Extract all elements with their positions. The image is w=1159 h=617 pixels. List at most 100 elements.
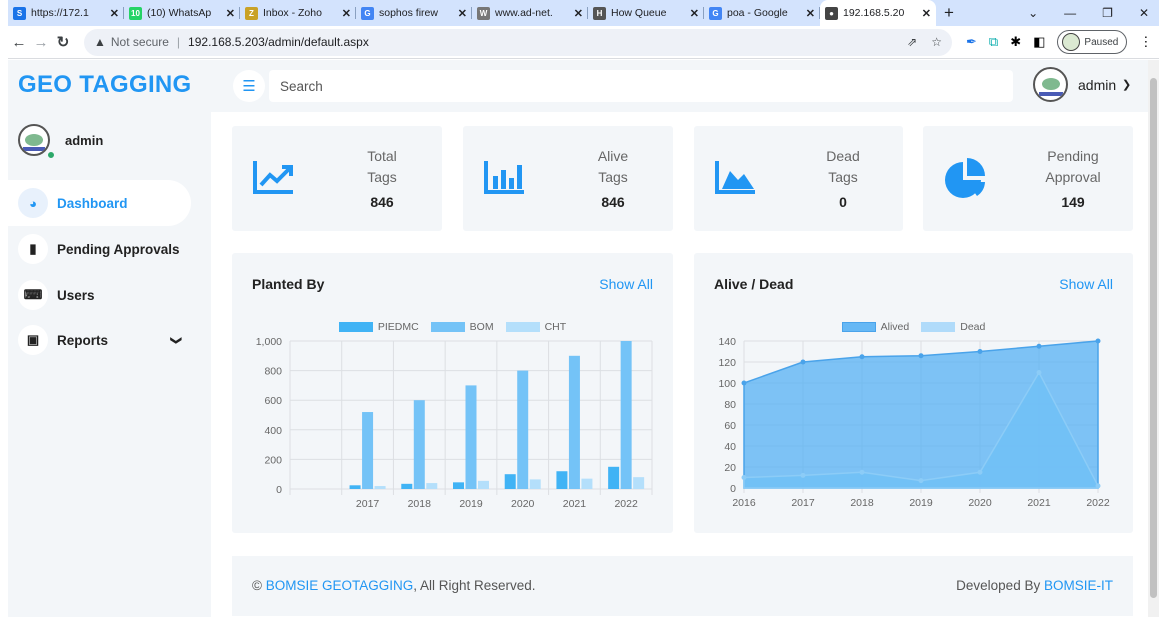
legend-item[interactable]: CHT [505, 321, 566, 333]
close-window-icon[interactable]: ✕ [1138, 6, 1149, 20]
point-dead[interactable] [800, 472, 806, 478]
bar-cht[interactable] [478, 480, 489, 489]
restore-icon[interactable]: ❐ [1102, 6, 1113, 20]
tab-close-icon[interactable]: ✕ [341, 7, 351, 20]
bar-cht[interactable] [374, 486, 386, 489]
bar-bom[interactable] [362, 412, 374, 489]
bar-piedmc[interactable] [608, 466, 620, 489]
show-all-link[interactable]: Show All [599, 276, 653, 292]
point-alived[interactable] [1095, 338, 1101, 344]
new-tab-icon[interactable]: + [944, 3, 954, 22]
tab-close-icon[interactable]: ✕ [109, 7, 119, 20]
tab-close-icon[interactable]: ✕ [225, 7, 235, 20]
point-dead[interactable] [918, 478, 924, 484]
show-all-link[interactable]: Show All [1059, 276, 1113, 292]
page-scrollbar[interactable] [1148, 60, 1159, 617]
tab-close-icon[interactable]: ✕ [921, 7, 931, 20]
tab-search-icon[interactable]: ⌄ [1028, 6, 1039, 20]
browser-tab[interactable]: ● 192.168.5.20 ✕ [820, 0, 936, 26]
bar-piedmc[interactable] [556, 471, 568, 489]
scrollbar-thumb[interactable] [1150, 78, 1157, 598]
sidebar-item-reports[interactable]: ▣ Reports ❯ [8, 317, 191, 363]
legend-item[interactable]: PIEDMC [338, 321, 419, 333]
footer-copyright: © BOMSIE GEOTAGGING, All Right Reserved. [252, 578, 536, 593]
menu-toggle-icon[interactable]: ☰ [233, 70, 265, 102]
bar-bom[interactable] [517, 370, 529, 489]
reload-icon[interactable]: ↻ [56, 34, 70, 51]
tab-close-icon[interactable]: ✕ [689, 7, 699, 20]
share-icon[interactable]: ⇗ [907, 35, 918, 49]
point-alived[interactable] [918, 353, 924, 359]
point-alived[interactable] [977, 349, 983, 354]
browser-tab[interactable]: H How Queue ✕ [588, 0, 704, 26]
chart-legend: PIEDMC BOM CHT [232, 321, 673, 333]
side-panel-icon[interactable]: ◧ [1033, 34, 1046, 49]
legend-item[interactable]: Dead [921, 321, 985, 333]
bar-bom[interactable] [620, 341, 632, 489]
bar-cht[interactable] [581, 478, 593, 489]
brand-logo[interactable]: GEO TAGGING [18, 71, 192, 98]
profile-paused-button[interactable]: Paused [1057, 30, 1128, 54]
point-alived[interactable] [741, 380, 747, 386]
sidebar-item-users[interactable]: ⌨ Users [8, 272, 191, 318]
extensions-puzzle-icon[interactable]: ✱ [1010, 34, 1022, 49]
bar-cht[interactable] [426, 483, 438, 489]
bar-piedmc[interactable] [349, 485, 361, 489]
sidebar-item-pending-approvals[interactable]: ▮ Pending Approvals [8, 226, 191, 272]
url-text[interactable]: 192.168.5.203/admin/default.aspx [188, 35, 369, 49]
footer: © BOMSIE GEOTAGGING, All Right Reserved.… [232, 556, 1133, 616]
omnibox[interactable]: ▲ Not secure | 192.168.5.203/admin/defau… [84, 28, 952, 56]
legend-item[interactable]: Alived [841, 321, 909, 333]
browser-tab[interactable]: Z Inbox - Zoho ✕ [240, 0, 356, 26]
point-alived[interactable] [1036, 343, 1042, 349]
top-avatar[interactable] [1033, 67, 1068, 102]
y-tick-label: 400 [264, 425, 282, 437]
warning-icon: ▲ [94, 35, 106, 49]
point-alived[interactable] [800, 359, 806, 365]
tab-close-icon[interactable]: ✕ [457, 7, 467, 20]
x-tick-label: 2022 [614, 498, 638, 510]
back-icon[interactable]: ← [11, 33, 27, 51]
point-alived[interactable] [859, 354, 865, 360]
point-dead[interactable] [741, 475, 747, 480]
extension-tab-icon[interactable]: ⧉ [988, 34, 999, 49]
browser-menu-icon[interactable]: ⋮ [1139, 34, 1153, 49]
bookmark-star-icon[interactable]: ☆ [931, 35, 942, 49]
bar-chart-icon: ▮ [18, 234, 48, 264]
bar-piedmc[interactable] [401, 483, 413, 489]
stat-label: Dead Tags [813, 146, 873, 188]
extension-pen-icon[interactable]: ✒ [966, 34, 977, 49]
point-dead[interactable] [859, 469, 865, 475]
chevron-down-icon[interactable]: ❯ [169, 335, 182, 345]
tab-close-icon[interactable]: ✕ [573, 7, 583, 20]
bar-piedmc[interactable] [504, 474, 516, 489]
legend-item[interactable]: BOM [430, 321, 494, 333]
bar-piedmc[interactable] [453, 482, 464, 489]
bar-bom[interactable] [465, 385, 477, 489]
legend-swatch [841, 322, 876, 332]
bar-cht[interactable] [633, 477, 645, 489]
minimize-icon[interactable]: — [1064, 6, 1077, 20]
sidebar-item-dashboard[interactable]: ◕ Dashboard [8, 180, 191, 226]
company-link[interactable]: BOMSIE GEOTAGGING [265, 578, 414, 593]
bar-bom[interactable] [568, 355, 580, 489]
stat-value: 0 [839, 194, 847, 210]
forward-icon[interactable]: → [33, 33, 49, 51]
browser-tab[interactable]: 10 (10) WhatsAp ✕ [124, 0, 240, 26]
bar-bom[interactable] [413, 400, 425, 489]
search-input[interactable] [269, 70, 1013, 102]
point-dead[interactable] [977, 469, 983, 475]
chevron-down-icon[interactable]: ❯ [1122, 79, 1132, 91]
legend-swatch [921, 322, 956, 332]
tab-close-icon[interactable]: ✕ [805, 7, 815, 20]
top-username[interactable]: admin [1078, 77, 1117, 93]
y-tick-label: 100 [718, 378, 736, 390]
developer-link[interactable]: BOMSIE-IT [1043, 578, 1113, 593]
bar-cht[interactable] [529, 479, 541, 489]
point-dead[interactable] [1095, 483, 1101, 489]
point-dead[interactable] [1036, 370, 1042, 375]
